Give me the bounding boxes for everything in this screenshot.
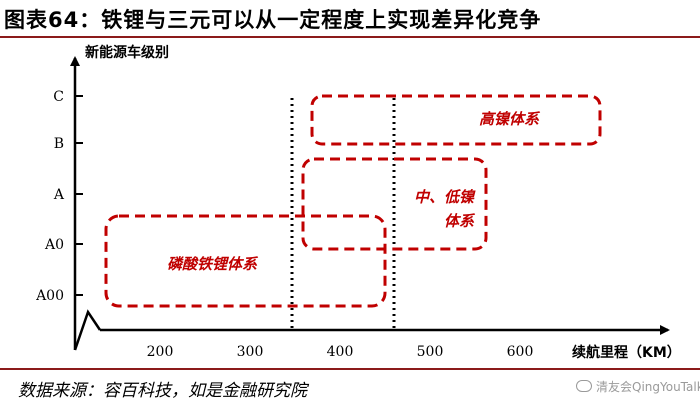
region-label-high-nickel: 高镍体系 — [479, 110, 541, 128]
region-label-lfp: 磷酸铁锂体系 — [167, 255, 259, 273]
y-tick-label-a00: A00 — [35, 288, 64, 304]
watermark: 清友会QingYouTalk — [576, 378, 700, 395]
y-tick-label-b: B — [54, 136, 64, 152]
region-mid-low-nickel — [301, 157, 488, 251]
footer: 数据来源：容百科技，如是金融研究院 清友会QingYouTalk — [0, 368, 700, 410]
watermark-text: 清友会QingYouTalk — [596, 380, 700, 394]
region-label-mid-low-nickel-line1: 中、低镍 — [414, 188, 476, 206]
y-axis-title: 新能源车级别 — [85, 44, 169, 61]
source-note: 数据来源：容百科技，如是金融研究院 — [18, 381, 307, 401]
figure-title: 图表64：铁锂与三元可以从一定程度上实现差异化竞争 — [4, 8, 542, 32]
positioning-diagram: 新能源车级别 续航里程（KM） C B A A0 A00 200 300 400… — [35, 44, 681, 361]
x-axis-title: 续航里程（KM） — [572, 344, 681, 361]
x-tick-label-400: 400 — [327, 344, 354, 360]
x-tick-label-600: 600 — [507, 344, 534, 360]
region-high-nickel — [310, 94, 602, 146]
footer-divider — [0, 368, 700, 370]
axis-break-mark — [73, 309, 102, 351]
x-tick-label-300: 300 — [237, 344, 264, 360]
region-lfp — [104, 214, 387, 308]
y-tick-label-a: A — [53, 187, 65, 203]
title-divider — [0, 36, 700, 38]
x-tick-label-200: 200 — [147, 344, 174, 360]
region-label-mid-low-nickel-line2: 体系 — [444, 212, 476, 230]
y-tick-marks — [75, 95, 83, 296]
y-tick-label-a0: A0 — [44, 237, 64, 253]
y-tick-label-c: C — [53, 89, 64, 105]
x-tick-label-500: 500 — [417, 344, 444, 360]
title-bar: 图表64：铁锂与三元可以从一定程度上实现差异化竞争 — [0, 0, 700, 38]
chat-bubble-icon — [576, 380, 592, 392]
